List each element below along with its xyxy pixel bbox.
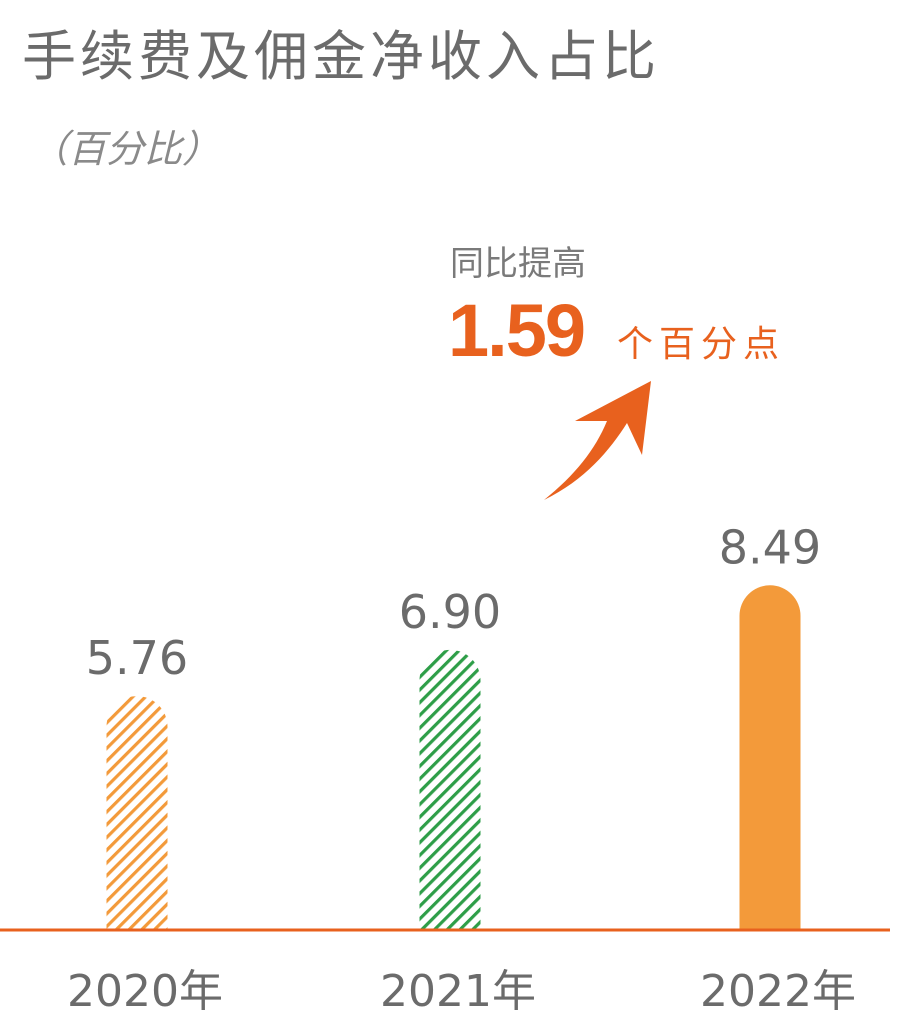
chart-subtitle: （百分比）	[30, 127, 221, 171]
x-tick-label: 2021年	[380, 966, 536, 1017]
value-label: 6.90	[399, 585, 501, 639]
annotation-label: 同比提高	[450, 244, 586, 284]
annotation-unit: 个百分点	[617, 324, 785, 365]
x-tick-label: 2020年	[67, 966, 223, 1017]
chart-title: 手续费及佣金净收入占比	[22, 25, 660, 88]
x-tick-label: 2022年	[700, 966, 856, 1017]
bar-2021年	[419, 649, 481, 930]
curved-up-arrow-icon	[544, 381, 651, 500]
bar-2020年	[106, 696, 168, 930]
value-label: 5.76	[86, 631, 188, 685]
value-label: 8.49	[719, 520, 821, 574]
annotation-value: 1.59	[448, 289, 584, 372]
bar-2022年	[739, 585, 801, 930]
